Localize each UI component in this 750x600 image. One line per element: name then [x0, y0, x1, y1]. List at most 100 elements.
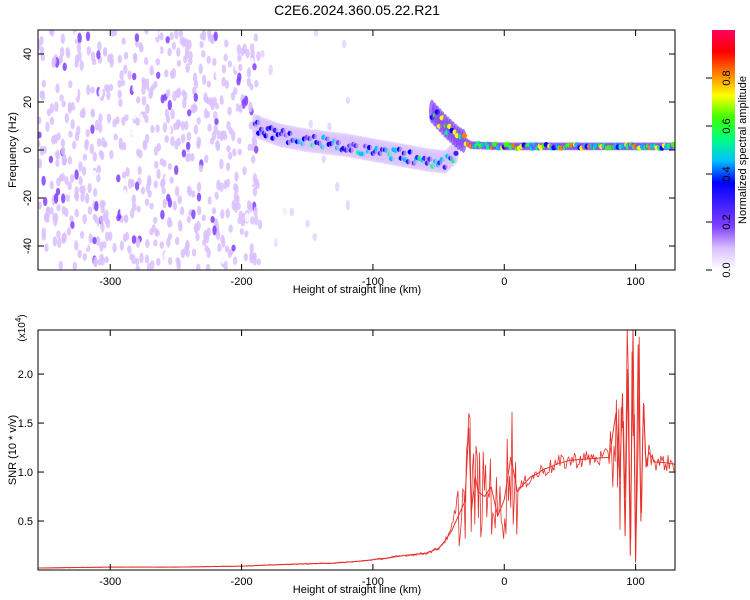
spectrogram-cell — [191, 209, 196, 220]
snr-frame — [37, 329, 676, 571]
spectrogram-cell — [213, 31, 218, 42]
spectrogram-cell — [206, 55, 211, 64]
spectrogram-cell — [215, 141, 221, 152]
spectrogram-cell — [190, 228, 195, 239]
spectrogram-cell — [49, 116, 55, 126]
y-tick-label: 1.0 — [18, 467, 33, 479]
spectrogram-cell — [164, 174, 169, 184]
spectrogram-cell — [60, 33, 65, 45]
spectrogram-cell — [180, 133, 186, 144]
spectrogram-cell — [87, 205, 93, 215]
spectrogram-cell — [204, 96, 209, 103]
spectrogram-cell — [160, 179, 165, 189]
spectrogram-cell — [150, 125, 155, 134]
spectrogram-cell — [140, 186, 146, 195]
spectrogram-cell — [127, 245, 132, 254]
y-tick-label: 40 — [22, 48, 34, 60]
spectrogram-cell — [219, 133, 224, 142]
spectrogram-y-ticks: -40 -20 0 20 40 — [22, 48, 675, 254]
spectrogram-cell — [77, 32, 82, 43]
spectrogram-cell — [322, 52, 328, 63]
spectrogram-cell — [348, 86, 353, 97]
spectrogram-cell — [93, 187, 98, 197]
spectrogram-cell — [118, 98, 123, 107]
spectrogram-cell — [121, 141, 127, 151]
spectrogram-cell — [121, 37, 126, 45]
spectrogram-cell — [70, 221, 75, 229]
spectrogram-cell — [161, 187, 166, 195]
spectrogram-cell — [166, 126, 172, 135]
spectrogram-cell — [224, 39, 229, 48]
colorbar-tick-label: 0.6 — [721, 118, 733, 133]
spectrogram-cell — [55, 159, 60, 167]
spectrogram-cell — [231, 244, 236, 252]
spectrogram-cell — [196, 181, 202, 193]
spectrogram-cell — [213, 111, 218, 120]
spectrogram-cell — [132, 72, 137, 81]
spectrogram-cell — [149, 86, 154, 98]
spectrogram-cell — [141, 95, 147, 106]
spectrogram-cell — [286, 231, 291, 241]
spectrogram-cell — [233, 191, 238, 202]
spectrogram-cell — [227, 106, 232, 116]
spectrogram-cell — [84, 238, 89, 249]
spectrogram-cell — [117, 89, 122, 99]
spectrogram-cell — [61, 193, 66, 204]
spectrogram-cell — [117, 55, 123, 64]
spectrogram-cell — [220, 148, 225, 157]
spectrogram-cell — [55, 83, 60, 94]
spectrogram-cell — [226, 145, 231, 153]
spectrogram-cell — [335, 181, 340, 192]
spectrogram-cell — [309, 33, 314, 43]
spectrogram-cell — [97, 41, 102, 52]
spectrogram-cell — [123, 51, 129, 60]
y-tick-label: 2.0 — [18, 369, 33, 381]
spectrogram-cell — [112, 242, 117, 253]
spectrogram-x-label: Height of straight line (km) — [293, 284, 421, 296]
spectrogram-cell — [306, 30, 311, 38]
spectrogram-cell — [295, 216, 300, 226]
spectrogram-cell — [82, 213, 87, 225]
spectrogram-cell — [191, 190, 196, 198]
spectrogram-cell — [58, 54, 64, 64]
spectrogram-cell — [203, 229, 208, 241]
spectrogram-cell — [268, 64, 273, 76]
spectrogram-cell — [264, 30, 269, 38]
spectrogram-cell — [139, 113, 144, 125]
spectrogram-cell — [135, 237, 141, 248]
spectrogram-cell — [119, 70, 124, 81]
spectrogram-cell — [249, 243, 254, 253]
spectrogram-cell — [156, 71, 161, 79]
spectrogram-cell — [327, 122, 332, 131]
spectrogram-cell — [240, 47, 245, 56]
spectrogram-cell — [69, 215, 74, 223]
spectrogram-cell — [196, 136, 202, 147]
spectrogram-cell — [52, 56, 57, 66]
spectrogram-cell — [67, 181, 72, 191]
spectrogram-cell — [63, 261, 68, 269]
spectrogram-cell — [254, 79, 259, 88]
spectrogram-cell — [169, 176, 174, 184]
spectrogram-cell — [70, 119, 75, 130]
spectrogram-cell — [130, 129, 135, 136]
spectrogram-cell — [228, 224, 233, 233]
spectrogram-cell — [214, 102, 219, 110]
spectrogram-cell — [159, 241, 164, 249]
spectrogram-cell — [275, 181, 281, 191]
spectrogram-cell — [85, 192, 90, 204]
spectrogram-cell — [165, 36, 170, 44]
spectrogram-cell — [62, 62, 67, 72]
spectrogram-cell — [214, 191, 219, 200]
spectrogram-cell — [167, 162, 173, 170]
spectrogram-cell — [284, 215, 289, 226]
spectrogram-cell — [223, 53, 228, 62]
spectrogram-cell — [170, 135, 175, 147]
spectrogram-cell — [270, 237, 276, 246]
spectrogram-cell — [164, 134, 169, 143]
spectrogram-cell — [64, 168, 69, 178]
spectrogram-cell — [261, 230, 266, 238]
spectrogram-cell — [48, 252, 54, 262]
spectrogram-x-ticks: -300 -200 -100 0 100 — [99, 30, 645, 288]
spectrogram-cell — [158, 103, 163, 115]
spectrogram-cell — [223, 133, 228, 141]
